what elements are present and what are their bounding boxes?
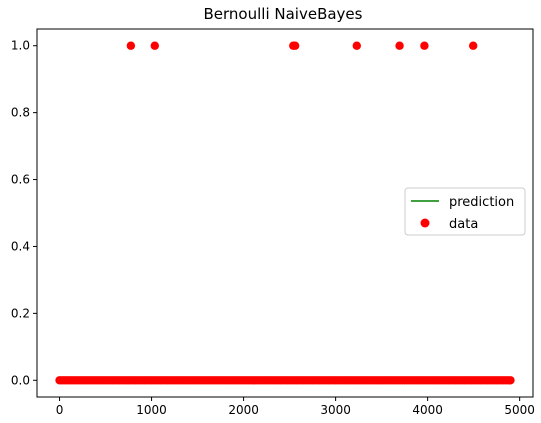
data-point — [150, 41, 159, 50]
chart-title: Bernoulli NaiveBayes — [204, 5, 363, 23]
y-tick-label: 0.6 — [11, 173, 30, 187]
data-point — [420, 41, 429, 50]
x-tick-label: 4000 — [412, 403, 443, 417]
data-point — [468, 41, 478, 50]
y-tick-label: 0.0 — [11, 373, 30, 387]
legend-data-label: data — [449, 217, 478, 232]
x-tick-label: 0 — [56, 403, 64, 417]
legend-data-swatch — [420, 218, 430, 228]
y-tick-label: 1.0 — [11, 39, 30, 53]
x-tick-label: 1000 — [136, 403, 167, 417]
data-point — [290, 41, 300, 50]
plot-area — [55, 41, 515, 385]
legend-box — [404, 187, 526, 236]
axes: 0 1000 2000 3000 4000 5000 0.0 0.2 0.4 0.6 0.8 1.0 — [11, 28, 535, 417]
legend: prediction data — [404, 187, 526, 236]
axes-frame — [36, 28, 534, 398]
x-tick-label: 5000 — [504, 403, 535, 417]
y-tick-label: 0.8 — [11, 106, 30, 120]
y-tick-label: 0.2 — [11, 306, 30, 320]
y-tick-label: 0.4 — [11, 239, 30, 253]
data-point — [126, 41, 136, 50]
data-point — [352, 41, 361, 50]
x-tick-label: 3000 — [320, 403, 351, 417]
data-point — [506, 376, 515, 385]
legend-prediction-label: prediction — [449, 195, 514, 210]
data-point — [395, 41, 404, 50]
series-data-ones — [126, 41, 478, 50]
x-tick-label: 2000 — [228, 403, 259, 417]
series-data-zeros — [55, 376, 515, 385]
